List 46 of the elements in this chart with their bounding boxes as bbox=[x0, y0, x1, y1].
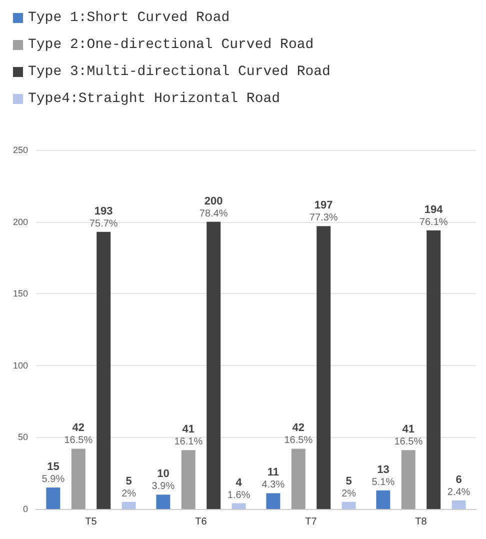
data-label: 41 16.1% bbox=[174, 424, 203, 448]
bar bbox=[401, 450, 416, 509]
x-tick-label: T7 bbox=[305, 516, 318, 528]
x-tick-label: T5 bbox=[85, 516, 98, 528]
bar bbox=[266, 493, 280, 509]
data-label: 4 1.6% bbox=[227, 476, 250, 501]
bar bbox=[342, 502, 356, 509]
y-tick-label: 200 bbox=[12, 216, 28, 227]
data-label: 197 77.3% bbox=[309, 200, 338, 224]
bar bbox=[376, 490, 390, 509]
legend-label: Type 2:One-directional Curved Road bbox=[28, 37, 314, 53]
x-tick-label: T8 bbox=[415, 516, 428, 528]
y-tick-label: 100 bbox=[12, 360, 28, 370]
data-label: 11 4.3% bbox=[262, 466, 285, 491]
bar bbox=[426, 230, 441, 509]
data-label: 6 2.4% bbox=[447, 474, 470, 498]
bar bbox=[232, 503, 246, 509]
bar bbox=[452, 500, 466, 509]
y-tick-label: 250 bbox=[12, 145, 28, 155]
data-label: 13 5.1% bbox=[372, 464, 395, 488]
data-label: 42 16.5% bbox=[284, 422, 313, 446]
data-label: 10 3.9% bbox=[152, 468, 175, 492]
legend-label: Type 1:Short Curved Road bbox=[28, 10, 230, 26]
data-label: 200 78.4% bbox=[199, 195, 228, 220]
bar bbox=[291, 448, 306, 509]
bar bbox=[46, 487, 60, 509]
x-tick-label: T6 bbox=[195, 516, 208, 528]
bar bbox=[122, 502, 136, 509]
data-label: 41 16.5% bbox=[394, 424, 423, 448]
data-label: 193 75.7% bbox=[89, 205, 118, 230]
data-label: 42 16.5% bbox=[64, 422, 93, 446]
bar bbox=[316, 226, 331, 509]
data-label: 194 76.1% bbox=[419, 204, 448, 228]
bar bbox=[156, 494, 170, 509]
y-tick-label: 0 bbox=[22, 504, 28, 514]
bar bbox=[206, 222, 221, 509]
y-tick-label: 150 bbox=[12, 288, 28, 299]
data-label: 5 2% bbox=[122, 475, 136, 500]
bar bbox=[96, 232, 111, 509]
legend-label: Type4:Straight Horizontal Road bbox=[28, 91, 280, 107]
legend-label: Type 3:Multi-directional Curved Road bbox=[28, 64, 330, 80]
bar bbox=[181, 450, 196, 509]
data-label: 15 5.9% bbox=[42, 460, 65, 485]
data-label: 5 2% bbox=[342, 475, 356, 500]
bar bbox=[71, 448, 86, 509]
y-tick-label: 50 bbox=[18, 432, 28, 442]
